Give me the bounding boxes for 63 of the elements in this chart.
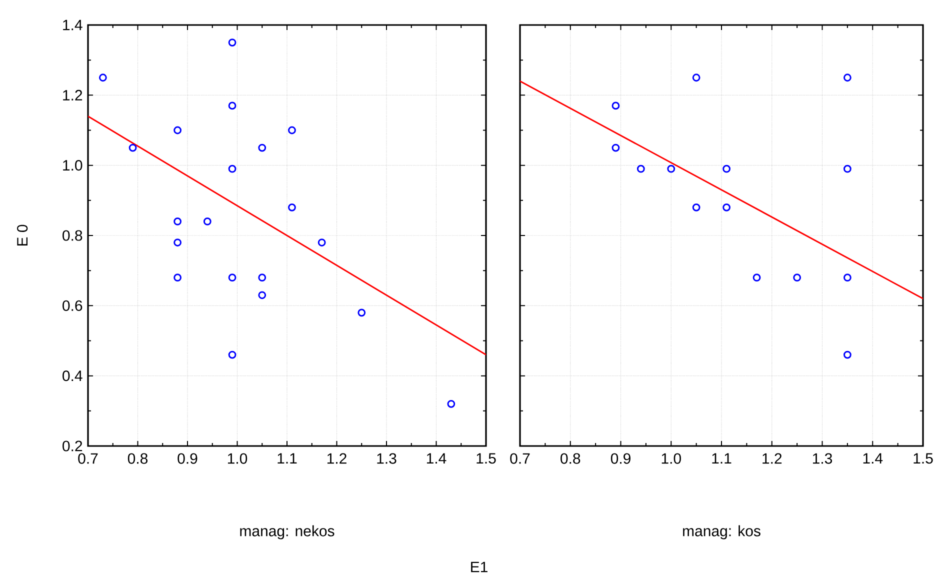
point	[722, 164, 730, 173]
point	[692, 74, 700, 82]
x-tick-label: 1.2	[327, 453, 346, 464]
point	[174, 238, 182, 246]
point	[228, 38, 236, 46]
point	[98, 74, 107, 82]
x-tick-label: 1.2	[762, 453, 782, 464]
point	[793, 274, 802, 282]
text: E1	[471, 562, 488, 572]
x-tick-label: 1.1	[712, 453, 732, 464]
x-tick-label: 0.8	[128, 453, 148, 464]
x-tick-label: 0.7	[78, 453, 98, 464]
y-tick-label: 0.2	[62, 440, 82, 452]
x-tick-label: 0.7	[510, 453, 530, 464]
point	[843, 274, 852, 282]
point	[174, 126, 182, 134]
point	[258, 274, 266, 282]
point	[722, 203, 730, 212]
point	[636, 164, 645, 173]
x-tick-label: 1.5	[914, 453, 933, 464]
x-tick-label: 1.4	[863, 453, 883, 464]
x-tick-label: 0.9	[178, 453, 198, 464]
x-tick-label: 1.3	[812, 453, 832, 464]
x-tick-label: 1.1	[278, 453, 297, 464]
point	[667, 164, 676, 173]
point	[228, 274, 236, 282]
y-tick-label: 0.8	[62, 230, 82, 241]
point	[447, 400, 456, 408]
point	[174, 218, 182, 226]
y-tick-label: 0.4	[62, 370, 82, 382]
x-tick-label: 1.3	[377, 453, 396, 464]
y-axis-title: E 0	[17, 224, 28, 246]
point	[612, 102, 620, 110]
point	[752, 274, 761, 282]
point	[288, 126, 296, 134]
x-tick-label: 1.4	[426, 453, 446, 464]
point	[358, 308, 366, 317]
point	[258, 144, 266, 152]
x-tick-label: 1.0	[662, 453, 681, 464]
y-tick-label: 1.2	[63, 90, 82, 100]
point	[228, 164, 236, 173]
y-tick-label: 1.0	[63, 160, 82, 171]
x-tick-label: 0.9	[610, 453, 630, 464]
y-tick-label: 0.6	[62, 300, 82, 311]
x-axis-title: manag: kos	[683, 525, 760, 540]
point	[228, 102, 236, 110]
point	[288, 203, 296, 212]
point	[258, 291, 266, 300]
x-tick-label: 1.0	[228, 453, 248, 464]
point	[843, 350, 852, 359]
point	[228, 350, 236, 359]
point	[128, 144, 137, 152]
x-axis-title: manag: nekos	[240, 525, 334, 540]
point	[843, 74, 852, 82]
x-tick-label: 1.5	[476, 453, 496, 464]
point	[174, 274, 182, 282]
point	[843, 164, 852, 173]
point	[692, 203, 700, 212]
point	[203, 218, 212, 226]
y-tick-label: 1.4	[63, 20, 82, 30]
point	[612, 144, 620, 152]
point	[318, 238, 326, 246]
x-tick-label: 0.8	[560, 453, 580, 464]
